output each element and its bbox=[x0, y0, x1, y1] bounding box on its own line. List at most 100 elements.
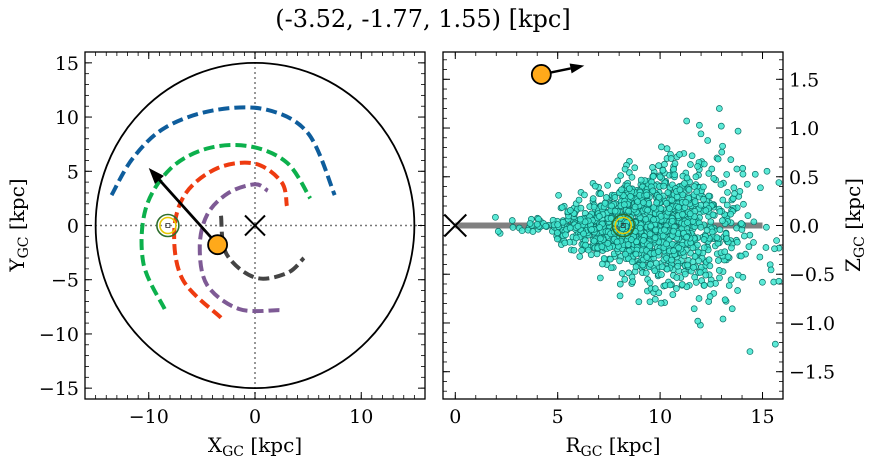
left-x-axis-label: XGC [kpc] bbox=[208, 433, 302, 460]
star-point bbox=[697, 130, 705, 138]
star-point bbox=[733, 165, 741, 173]
star-point bbox=[618, 270, 626, 277]
star-point bbox=[719, 142, 726, 150]
star-point bbox=[681, 270, 689, 278]
star-point bbox=[642, 269, 650, 277]
star-point bbox=[526, 220, 534, 227]
left-galactic-center-marker bbox=[244, 214, 266, 237]
star-point bbox=[596, 274, 604, 282]
star-point bbox=[704, 137, 712, 144]
spiral-arm bbox=[139, 142, 312, 310]
star-point bbox=[635, 298, 643, 306]
star-point bbox=[619, 225, 626, 232]
star-point bbox=[580, 230, 587, 238]
star-point bbox=[775, 277, 783, 285]
star-point bbox=[719, 217, 726, 224]
star-point bbox=[681, 180, 688, 187]
right-x-tick-label: 0 bbox=[449, 406, 461, 428]
right-axis-ticks: 0 5 10 15 −1.5 −1.0 −0.5 0.0 0.5 1.0 1.5 bbox=[443, 52, 835, 428]
star-point bbox=[705, 192, 713, 200]
star-point bbox=[518, 227, 526, 235]
star-point bbox=[622, 250, 629, 258]
star-point bbox=[715, 267, 723, 274]
velocity-arrow bbox=[158, 178, 219, 246]
star-point bbox=[621, 275, 629, 283]
left-y-tick-label: 10 bbox=[55, 107, 79, 129]
star-point bbox=[597, 235, 604, 242]
star-point bbox=[750, 239, 757, 246]
star-point bbox=[705, 256, 713, 264]
star-point bbox=[616, 257, 623, 265]
star-point bbox=[651, 267, 659, 275]
star-point bbox=[691, 253, 699, 260]
left-y-axis-label: YGC [kpc] bbox=[5, 178, 32, 272]
star-point bbox=[663, 240, 670, 248]
star-point bbox=[676, 186, 684, 194]
left-x-tick-label: −10 bbox=[129, 406, 169, 428]
star-point bbox=[775, 179, 783, 186]
star-point bbox=[640, 237, 647, 244]
star-point bbox=[751, 170, 759, 178]
right-y-axis-label: ZGC [kpc] bbox=[841, 178, 868, 272]
star-point bbox=[646, 298, 654, 306]
star-point bbox=[688, 152, 696, 160]
star-point bbox=[597, 190, 605, 198]
star-point bbox=[570, 246, 578, 254]
star-point bbox=[611, 194, 619, 201]
star-point bbox=[678, 281, 686, 288]
star-point bbox=[719, 196, 727, 204]
star-point bbox=[509, 224, 517, 231]
star-point bbox=[695, 257, 702, 265]
right-y-tick-label: −1.5 bbox=[789, 362, 835, 384]
star-point bbox=[657, 205, 665, 212]
right-x-tick-label: 10 bbox=[648, 406, 672, 428]
star-point bbox=[730, 184, 738, 192]
chart-title: (-3.52, -1.77, 1.55) [kpc] bbox=[275, 5, 570, 33]
star-point bbox=[694, 162, 701, 170]
star-point bbox=[650, 204, 658, 211]
star-point bbox=[651, 285, 659, 292]
star-point bbox=[668, 196, 676, 204]
star-point bbox=[744, 212, 752, 219]
star-point bbox=[739, 273, 747, 281]
star-point bbox=[673, 274, 681, 281]
spiral-arm bbox=[172, 160, 289, 320]
galaxy-boundary-circle bbox=[94, 61, 416, 390]
star-point bbox=[661, 226, 668, 234]
star-point bbox=[670, 247, 677, 255]
star-point bbox=[695, 295, 703, 302]
star-point bbox=[601, 199, 609, 207]
star-point bbox=[739, 164, 747, 172]
star-point bbox=[707, 280, 714, 288]
star-point bbox=[658, 143, 665, 151]
star-point bbox=[727, 210, 734, 218]
star-point bbox=[728, 305, 736, 313]
star-point bbox=[724, 253, 732, 261]
star-point bbox=[691, 198, 699, 205]
star-point bbox=[649, 173, 657, 180]
star-point bbox=[663, 145, 671, 152]
star-point bbox=[576, 215, 584, 223]
star-point bbox=[508, 217, 516, 224]
right-y-tick-label: 1.0 bbox=[789, 118, 819, 140]
left-axis-ticks: −10 0 10 −15 −10 −5 0 5 10 15 bbox=[39, 51, 426, 428]
star-point bbox=[685, 186, 693, 193]
star-point bbox=[690, 264, 697, 271]
star-point bbox=[578, 247, 585, 254]
star-point bbox=[702, 271, 710, 279]
left-panel-xy: −10 0 10 −15 −10 −5 0 5 10 15 XGC [kpc] YGC [kpc] bbox=[5, 51, 426, 460]
star-point bbox=[581, 191, 588, 199]
star-point bbox=[706, 293, 714, 300]
star-point bbox=[692, 173, 700, 181]
star-point bbox=[661, 160, 668, 168]
star-point bbox=[731, 190, 738, 197]
right-sun-inner-ring bbox=[614, 216, 633, 235]
star-point bbox=[679, 211, 686, 218]
left-y-tick-label: 15 bbox=[55, 53, 79, 75]
right-panel-rz: 0 5 10 15 −1.5 −1.0 −0.5 0.0 0.5 1.0 1.5 RGC [kpc]… bbox=[442, 51, 868, 460]
star-point bbox=[710, 175, 718, 182]
star-point bbox=[728, 244, 735, 252]
star-point bbox=[604, 181, 611, 189]
star-point bbox=[708, 165, 716, 173]
